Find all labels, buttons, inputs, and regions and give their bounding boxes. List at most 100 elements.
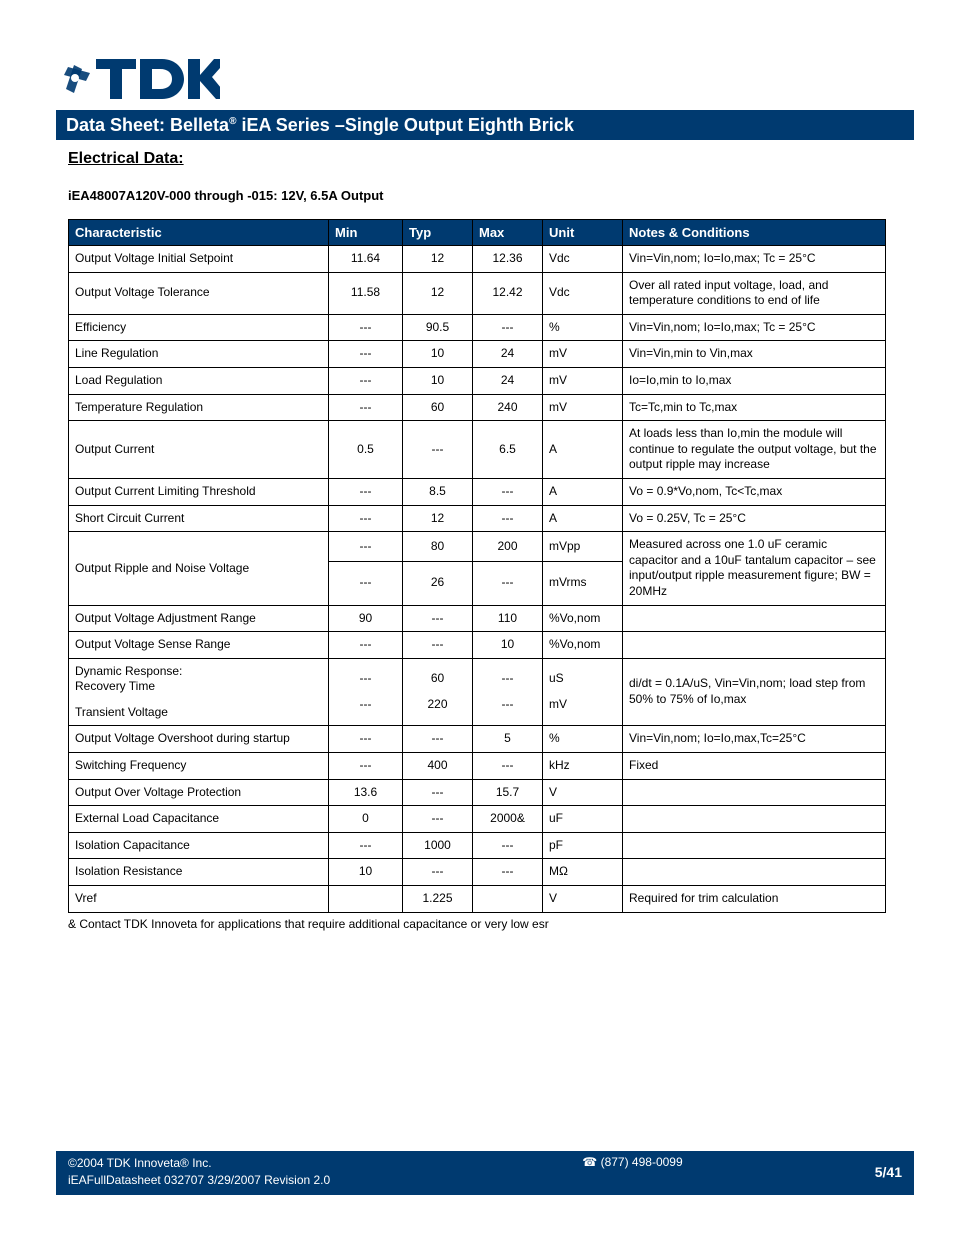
cell-notes: Fixed — [623, 753, 886, 780]
cell-characteristic: Vref — [69, 886, 329, 913]
dyn-min-1: --- — [335, 671, 396, 687]
cell-notes — [623, 832, 886, 859]
cell-max: --- — [473, 561, 543, 605]
table-row: Isolation Resistance10------MΩ — [69, 859, 886, 886]
cell-min: --- — [329, 394, 403, 421]
cell-notes: Vin=Vin,min to Vin,max — [623, 341, 886, 368]
header-title: Data Sheet: Belleta® iEA Series –Single … — [66, 115, 574, 136]
cell-typ: 12 — [403, 246, 473, 273]
footnote: & Contact TDK Innoveta for applications … — [68, 917, 886, 931]
dyn-min-2: --- — [335, 697, 396, 713]
cell-min: 0.5 — [329, 421, 403, 479]
cell-unit: uF — [543, 806, 623, 833]
cell-max: --- — [473, 478, 543, 505]
cell-unit: V — [543, 779, 623, 806]
cell-unit: % — [543, 726, 623, 753]
cell-characteristic: Line Regulation — [69, 341, 329, 368]
cell-characteristic: Output Current Limiting Threshold — [69, 478, 329, 505]
cell-typ: --- — [403, 421, 473, 479]
cell-notes — [623, 779, 886, 806]
cell-notes — [623, 605, 886, 632]
cell-typ: --- — [403, 859, 473, 886]
cell-typ: 90.5 — [403, 314, 473, 341]
cell-typ: 80 — [403, 532, 473, 561]
table-row: Output Voltage Sense Range------10%Vo,no… — [69, 632, 886, 659]
cell-min: --- — [329, 478, 403, 505]
table-row: Output Voltage Overshoot during startup-… — [69, 726, 886, 753]
cell-characteristic: External Load Capacitance — [69, 806, 329, 833]
cell-min: --- — [329, 561, 403, 605]
cell-max: 6.5 — [473, 421, 543, 479]
table-row: Output Voltage Initial Setpoint11.641212… — [69, 246, 886, 273]
tdk-logo-svg: ® — [60, 55, 220, 103]
cell-max: 240 — [473, 394, 543, 421]
cell-unit: Vdc — [543, 272, 623, 314]
cell-notes: Vo = 0.25V, Tc = 25°C — [623, 505, 886, 532]
cell-notes: Vin=Vin,nom; Io=Io,max; Tc = 25°C — [623, 246, 886, 273]
dyn-typ-1: 60 — [409, 671, 466, 687]
cell-typ: 12 — [403, 505, 473, 532]
table-header-row: Characteristic Min Typ Max Unit Notes & … — [69, 220, 886, 246]
page: ® Data Sheet: Belleta® iEA Series –Singl… — [0, 0, 954, 1235]
cell-max: --- --- — [473, 658, 543, 726]
col-characteristic: Characteristic — [69, 220, 329, 246]
cell-min: 11.64 — [329, 246, 403, 273]
table-row: Line Regulation---1024mVVin=Vin,min to V… — [69, 341, 886, 368]
dyn-label-3: Transient Voltage — [75, 705, 322, 721]
dyn-max-1: --- — [479, 671, 536, 687]
section-title: Electrical Data: — [68, 150, 886, 168]
cell-notes: Vin=Vin,nom; Io=Io,max,Tc=25°C — [623, 726, 886, 753]
table-row: Dynamic Response: Recovery Time Transien… — [69, 658, 886, 726]
cell-max: 110 — [473, 605, 543, 632]
table-row: Switching Frequency---400---kHzFixed — [69, 753, 886, 780]
cell-typ: --- — [403, 779, 473, 806]
footer-page: 5/41 — [875, 1164, 902, 1180]
cell-max: 12.36 — [473, 246, 543, 273]
footer-phone: ☎ (877) 498-0099 — [330, 1155, 875, 1169]
cell-min: --- — [329, 341, 403, 368]
cell-notes — [623, 859, 886, 886]
cell-unit: mVrms — [543, 561, 623, 605]
cell-max: --- — [473, 505, 543, 532]
table-row: Output Voltage Tolerance11.581212.42VdcO… — [69, 272, 886, 314]
cell-max: 12.42 — [473, 272, 543, 314]
header-suffix: iEA Series –Single Output Eighth Brick — [236, 115, 573, 135]
cell-notes — [623, 806, 886, 833]
cell-characteristic: Load Regulation — [69, 367, 329, 394]
cell-typ: --- — [403, 632, 473, 659]
table-row: Output Ripple and Noise Voltage --- 80 2… — [69, 532, 886, 561]
cell-typ: 60 — [403, 394, 473, 421]
cell-max: 15.7 — [473, 779, 543, 806]
cell-unit: V — [543, 886, 623, 913]
cell-characteristic: Output Voltage Tolerance — [69, 272, 329, 314]
cell-min: --- — [329, 314, 403, 341]
cell-unit: A — [543, 478, 623, 505]
cell-min: --- — [329, 367, 403, 394]
cell-min: 13.6 — [329, 779, 403, 806]
cell-notes: At loads less than Io,min the module wil… — [623, 421, 886, 479]
cell-min: --- — [329, 632, 403, 659]
cell-unit: %Vo,nom — [543, 632, 623, 659]
cell-unit: mV — [543, 367, 623, 394]
col-typ: Typ — [403, 220, 473, 246]
cell-notes: Over all rated input voltage, load, and … — [623, 272, 886, 314]
cell-notes: Io=Io,min to Io,max — [623, 367, 886, 394]
cell-characteristic: Output Ripple and Noise Voltage — [69, 532, 329, 605]
cell-notes: Measured across one 1.0 uF ceramic capac… — [623, 532, 886, 605]
cell-min — [329, 886, 403, 913]
dyn-typ-2: 220 — [409, 697, 466, 713]
table-row: Output Over Voltage Protection13.6---15.… — [69, 779, 886, 806]
dyn-max-2: --- — [479, 697, 536, 713]
table-row: Output Voltage Adjustment Range90---110%… — [69, 605, 886, 632]
cell-min: --- — [329, 505, 403, 532]
cell-characteristic: Output Voltage Sense Range — [69, 632, 329, 659]
cell-min: --- --- — [329, 658, 403, 726]
cell-unit: % — [543, 314, 623, 341]
cell-min: 0 — [329, 806, 403, 833]
cell-unit: A — [543, 505, 623, 532]
cell-characteristic: Output Voltage Initial Setpoint — [69, 246, 329, 273]
cell-min: --- — [329, 753, 403, 780]
table-row: Temperature Regulation---60240mVTc=Tc,mi… — [69, 394, 886, 421]
table-row: Short Circuit Current---12---AVo = 0.25V… — [69, 505, 886, 532]
cell-typ: 400 — [403, 753, 473, 780]
